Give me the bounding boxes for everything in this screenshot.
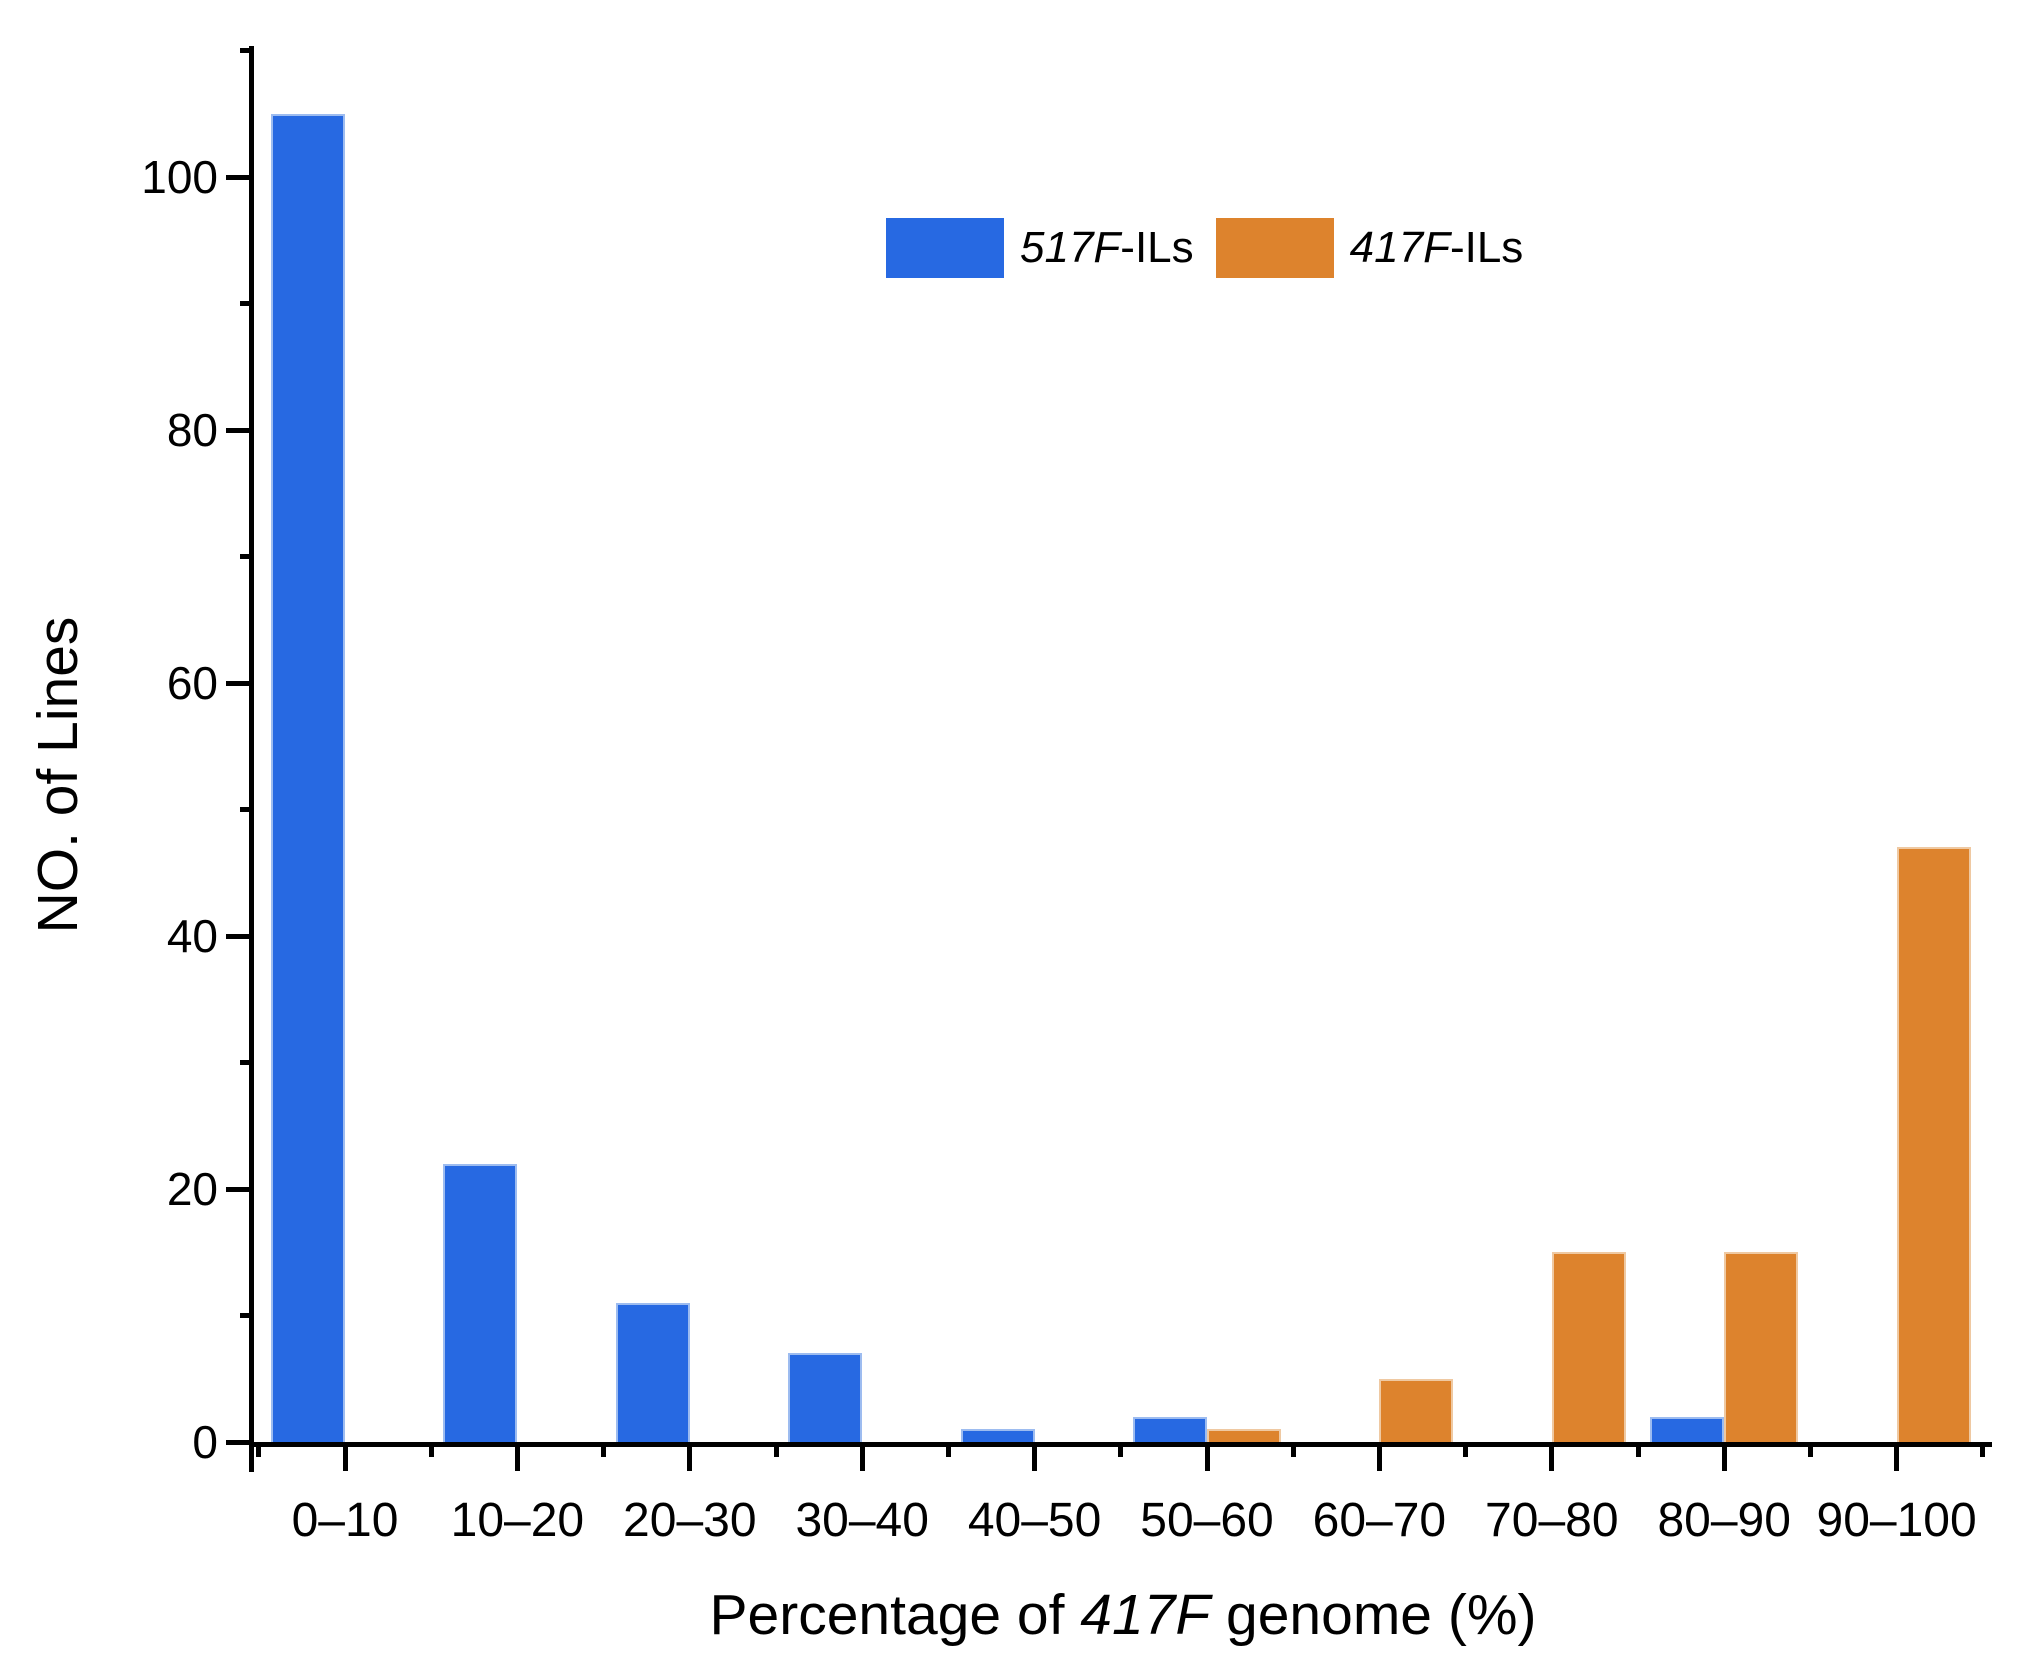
x-tick-label: 70–80: [1485, 1494, 1619, 1547]
y-tick-label: 80: [166, 404, 218, 456]
y-tick-label: 100: [141, 151, 218, 203]
y-tick-label: 40: [166, 910, 218, 962]
x-tick-label: 20–30: [623, 1494, 757, 1547]
x-axis-title-pre: Percentage of: [709, 1583, 1081, 1647]
x-minor-tick: [1118, 1442, 1124, 1457]
bar-417f-ils: [1896, 847, 1971, 1442]
y-major-tick: [226, 933, 254, 939]
x-tick-label: 0–10: [291, 1494, 399, 1547]
bar-517f-ils: [788, 1353, 863, 1442]
x-axis-title: Percentage of 417F genome (%): [623, 1583, 1623, 1647]
x-minor-tick: [428, 1442, 434, 1457]
y-axis-line: [249, 46, 254, 1472]
legend-label-517f-ils: 517F-ILs: [1004, 218, 1216, 278]
bar-517f-ils: [960, 1429, 1035, 1442]
x-major-tick: [859, 1442, 865, 1471]
x-major-tick: [1721, 1442, 1727, 1471]
y-minor-tick: [240, 807, 254, 812]
legend: 517F-ILs 417F-ILs: [886, 218, 1545, 278]
x-major-tick: [1376, 1442, 1382, 1471]
bar-517f-ils: [615, 1302, 690, 1442]
bar-417f-ils: [1724, 1252, 1799, 1442]
y-tick-label: 0: [192, 1416, 218, 1468]
legend-label-517f-ils-rest: -ILs: [1120, 223, 1194, 272]
y-major-tick: [226, 174, 254, 180]
legend-label-417f-ils-italic: 417F: [1349, 223, 1450, 272]
bar-517f-ils: [443, 1163, 518, 1442]
x-minor-tick: [1463, 1442, 1469, 1457]
x-tick-label: 50–60: [1140, 1494, 1274, 1547]
x-major-tick: [1204, 1442, 1210, 1471]
x-minor-tick: [1635, 1442, 1641, 1457]
x-tick-label: 90–100: [1816, 1494, 1977, 1547]
y-minor-tick: [240, 554, 254, 559]
x-major-tick: [342, 1442, 348, 1471]
legend-label-517f-ils-italic: 517F: [1020, 223, 1121, 272]
bar-517f-ils: [1133, 1416, 1207, 1442]
x-tick-label: 60–70: [1312, 1494, 1447, 1547]
x-minor-tick: [601, 1442, 607, 1457]
legend-swatch-417f-ils: [1215, 218, 1334, 278]
x-major-tick: [514, 1442, 520, 1471]
x-minor-tick: [256, 1442, 262, 1457]
x-tick-label: 80–90: [1657, 1494, 1791, 1547]
bar-417f-ils: [1379, 1378, 1454, 1442]
bar-417f-ils: [1207, 1429, 1281, 1442]
x-minor-tick: [1980, 1442, 1986, 1457]
y-minor-tick: [240, 301, 254, 306]
x-axis-title-post: genome (%): [1210, 1583, 1537, 1647]
y-tick-label: 20: [166, 1163, 218, 1215]
bar-417f-ils: [1551, 1252, 1626, 1442]
legend-swatch-517f-ils: [886, 218, 1004, 278]
legend-label-417f-ils: 417F-ILs: [1334, 218, 1546, 278]
x-major-tick: [1549, 1442, 1555, 1471]
y-major-tick: [226, 427, 254, 433]
y-major-tick: [226, 680, 254, 686]
bar-517f-ils: [1650, 1416, 1725, 1442]
x-major-tick: [1032, 1442, 1038, 1471]
bar-517f-ils: [271, 113, 345, 1442]
x-tick-label: 40–50: [967, 1494, 1102, 1547]
legend-label-417f-ils-rest: -ILs: [1449, 223, 1524, 272]
y-tick-label: 60: [166, 657, 218, 709]
x-tick-label: 10–20: [450, 1494, 585, 1547]
x-major-tick: [1894, 1442, 1900, 1471]
y-minor-tick: [240, 1313, 254, 1318]
x-tick-label: 30–40: [795, 1494, 929, 1547]
x-major-tick: [687, 1442, 693, 1471]
y-major-tick: [226, 1186, 254, 1192]
x-axis-title-italic: 417F: [1080, 1583, 1211, 1647]
x-minor-tick: [1290, 1442, 1296, 1457]
y-major-tick: [226, 1439, 254, 1445]
x-minor-tick: [945, 1442, 951, 1457]
x-minor-tick: [773, 1442, 779, 1457]
x-minor-tick: [1807, 1442, 1813, 1457]
y-minor-tick: [240, 48, 254, 53]
y-minor-tick: [240, 1060, 254, 1065]
